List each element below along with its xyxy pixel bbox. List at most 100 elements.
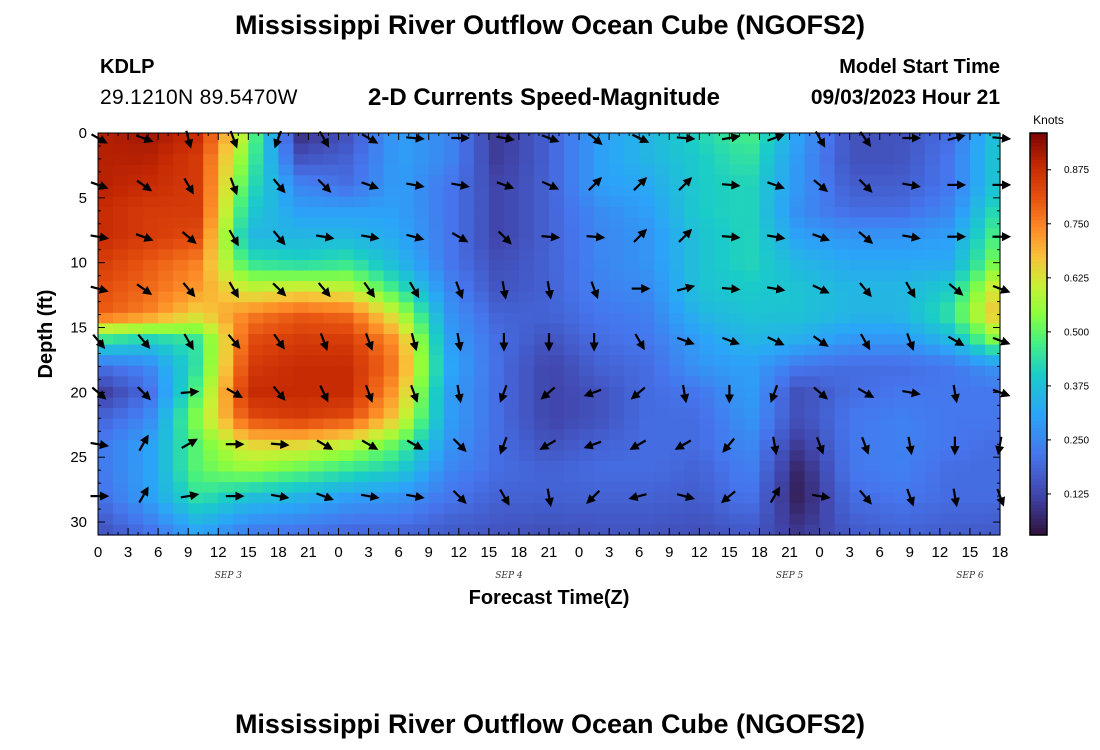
heatmap-cell: [564, 302, 580, 314]
heatmap-cell: [458, 365, 475, 377]
heatmap-cell: [834, 259, 851, 272]
heatmap-cell: [924, 408, 941, 420]
colorbar-label: Knots: [1033, 113, 1064, 127]
heatmap-cell: [684, 323, 700, 335]
heatmap-cell: [338, 503, 355, 515]
heatmap-cell: [984, 154, 1001, 166]
heatmap-cell: [428, 334, 445, 346]
heatmap-cell: [669, 259, 685, 272]
heatmap-cell: [338, 249, 355, 261]
heatmap-cell: [428, 450, 445, 462]
heatmap-cell: [308, 217, 325, 229]
heatmap-cell: [819, 503, 836, 515]
heatmap-cell: [473, 429, 490, 441]
heatmap-cell: [413, 312, 430, 325]
heatmap-cell: [819, 355, 836, 367]
heatmap-cell: [368, 334, 385, 346]
heatmap-cell: [804, 344, 821, 356]
current-arrow: [406, 491, 425, 501]
heatmap-cell: [924, 376, 941, 388]
heatmap-cell: [503, 217, 520, 229]
heatmap-cell: [233, 175, 249, 187]
heatmap-cell: [128, 302, 144, 314]
heatmap-cell: [549, 207, 565, 219]
heatmap-cell: [338, 439, 355, 451]
heatmap-cell: [173, 217, 189, 229]
heatmap-cell: [924, 513, 941, 526]
current-arrow: [769, 384, 779, 403]
heatmap-cell: [113, 503, 129, 515]
heatmap-cell: [669, 154, 685, 166]
heatmap-cell: [699, 259, 715, 272]
colorbar-segment: [1030, 240, 1047, 245]
heatmap-cell: [789, 482, 806, 494]
heatmap-cell: [969, 302, 986, 314]
heatmap-cell: [278, 259, 295, 272]
heatmap-cell: [654, 482, 670, 494]
heatmap-cell: [503, 355, 520, 367]
heatmap-cell: [368, 270, 385, 282]
current-arrow: [767, 336, 785, 346]
heatmap-cell: [128, 439, 144, 451]
heatmap-cell: [954, 249, 971, 261]
heatmap-cell: [759, 185, 776, 198]
heatmap-cell: [699, 471, 715, 483]
heatmap-cell: [173, 302, 189, 314]
heatmap-cell: [158, 207, 174, 219]
heatmap-cell: [443, 207, 460, 219]
heatmap-cell: [398, 471, 415, 483]
heatmap-cell: [338, 291, 355, 303]
heatmap-cell: [533, 207, 550, 219]
heatmap-cell: [819, 334, 836, 346]
heatmap-cell: [939, 164, 956, 176]
heatmap-cell: [834, 291, 851, 303]
heatmap-cell: [533, 344, 550, 356]
heatmap-cell: [158, 429, 174, 441]
heatmap-cell: [338, 524, 355, 536]
heatmap-cell: [639, 450, 655, 462]
heatmap-cell: [639, 439, 655, 451]
heatmap-cell: [383, 196, 400, 208]
heatmap-cell: [954, 376, 971, 388]
heatmap-cell: [158, 355, 174, 367]
heatmap-cell: [579, 365, 595, 377]
heatmap-cell: [594, 429, 610, 441]
current-arrow: [587, 132, 603, 146]
x-tick-label: 6: [394, 544, 402, 561]
heatmap-cell: [278, 164, 295, 176]
heatmap-cell: [443, 312, 460, 325]
heatmap-cell: [669, 513, 685, 526]
heatmap-cell: [984, 217, 1001, 229]
heatmap-cell: [894, 397, 911, 409]
heatmap-cell: [173, 164, 189, 176]
current-arrow: [766, 232, 786, 242]
colorbar-segment: [1030, 260, 1047, 265]
heatmap-cell: [233, 439, 249, 451]
heatmap-cell: [203, 460, 219, 473]
heatmap-cell: [789, 513, 806, 526]
heatmap-cell: [128, 492, 144, 504]
current-arrow: [902, 232, 921, 242]
heatmap-cell: [579, 376, 595, 388]
heatmap-cell: [849, 503, 866, 515]
current-arrow: [451, 232, 469, 243]
heatmap-cell: [564, 312, 580, 325]
heatmap-cell: [669, 143, 685, 155]
heatmap-cell: [549, 376, 565, 388]
heatmap-cell: [729, 503, 746, 515]
heatmap-cell: [128, 143, 144, 155]
heatmap-cell: [789, 185, 806, 198]
heatmap-cell: [263, 249, 279, 261]
heatmap-cell: [503, 365, 520, 377]
heatmap-cell: [954, 302, 971, 314]
heatmap-cell: [143, 238, 159, 250]
heatmap-cell: [488, 471, 505, 483]
heatmap-cell: [954, 355, 971, 367]
heatmap-cell: [894, 376, 911, 388]
current-arrow: [634, 333, 645, 351]
colorbar-segment: [1030, 370, 1047, 375]
heatmap-cell: [804, 270, 821, 282]
heatmap-cell: [293, 524, 310, 536]
heatmap-cell: [729, 143, 746, 155]
